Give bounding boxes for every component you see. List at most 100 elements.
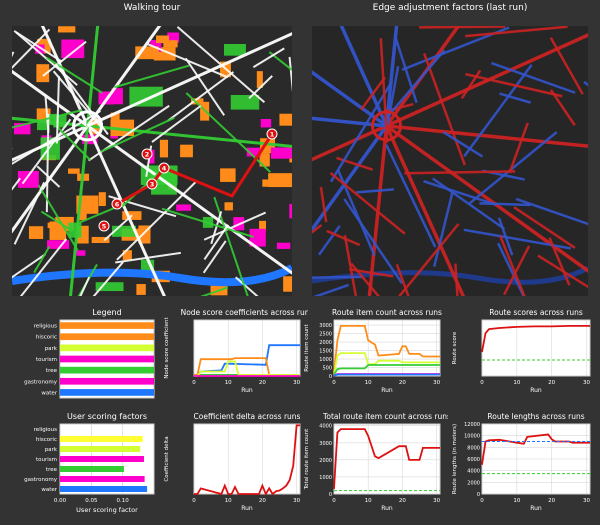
building-block: [259, 220, 267, 232]
x-tick-label: 20: [548, 380, 555, 386]
plot-area: [193, 423, 301, 495]
building-block: [58, 26, 76, 33]
x-tick-label: 20: [259, 498, 266, 504]
bar: [60, 476, 145, 482]
street: [45, 113, 50, 213]
x-axis-label: Run: [241, 387, 253, 394]
street: [394, 36, 418, 104]
x-tick-label: 20: [399, 498, 406, 504]
building-block: [17, 171, 39, 188]
x-tick-label: 0: [332, 498, 336, 504]
bar: [60, 456, 144, 462]
building-block: [276, 242, 291, 249]
category-label: gastronomy: [24, 379, 58, 385]
x-tick-label: 0.00: [54, 498, 67, 504]
building-block: [13, 123, 31, 135]
y-tick-label: 0: [477, 492, 480, 498]
tour-stop-label: 3: [150, 181, 155, 189]
park-area: [230, 94, 260, 110]
x-tick-label: 10: [365, 498, 372, 504]
street: [422, 52, 466, 166]
series-line: [333, 373, 440, 377]
tour-stop-label: 6: [115, 201, 120, 209]
building-block: [136, 284, 146, 295]
building-block: [110, 119, 135, 137]
street: [423, 179, 497, 206]
street: [537, 254, 600, 296]
category-label: tourism: [36, 357, 57, 363]
x-tick-label: 20: [548, 498, 555, 504]
street: [37, 184, 79, 251]
building-block: [35, 44, 45, 54]
street: [42, 40, 87, 77]
street: [161, 207, 254, 238]
x-tick-label: 0: [192, 380, 196, 386]
street: [13, 30, 63, 63]
street: [115, 251, 181, 264]
tour-stop-label: 1: [270, 131, 275, 139]
building-block: [256, 71, 263, 88]
y-axis-label: Route lengths (in meters): [452, 424, 458, 494]
y-tick-label: 3000: [319, 323, 332, 329]
park-area: [129, 86, 163, 107]
street: [0, 110, 101, 173]
building-block: [36, 64, 50, 83]
avenue: [385, 27, 600, 128]
walking-tour-title: Walking tour: [123, 3, 181, 13]
total-items-chart: Total route item count across runs 0 10 20 3…: [304, 412, 448, 512]
x-tick-label: 30: [293, 380, 300, 386]
building-block: [283, 276, 305, 292]
y-tick-label: 3000: [319, 441, 332, 447]
street: [151, 105, 202, 143]
building-block: [220, 168, 236, 182]
y-axis-label: Route item count: [304, 323, 310, 371]
y-axis-label: Node score coefficient: [164, 317, 170, 379]
street: [100, 116, 175, 153]
category-label: water: [41, 390, 57, 396]
street: [468, 131, 558, 205]
street: [252, 47, 285, 69]
building-block: [98, 192, 106, 207]
category-label: tourism: [36, 457, 57, 463]
x-axis-label: Run: [530, 505, 542, 512]
street: [326, 229, 361, 247]
x-tick-label: 10: [513, 380, 520, 386]
x-tick-label: 10: [225, 498, 232, 504]
building-block: [180, 144, 193, 158]
street: [329, 171, 406, 235]
street: [46, 56, 103, 94]
avenue: [385, 124, 600, 282]
map-background: [312, 26, 588, 296]
bar: [60, 446, 141, 452]
y-tick-label: 2000: [319, 458, 332, 464]
y-tick-label: 500: [322, 366, 332, 372]
street: [317, 225, 341, 256]
street: [13, 181, 46, 245]
x-tick-label: 10: [513, 498, 520, 504]
street: [210, 211, 223, 245]
x-tick-label: 20: [259, 380, 266, 386]
route-lengths-chart: Route lengths across runs 0 10 20 30 0 2000 400…: [452, 412, 591, 512]
avenue: [0, 115, 88, 128]
building-block: [260, 119, 272, 128]
street: [0, 109, 83, 132]
y-tick-label: 1500: [319, 349, 332, 355]
edge-factors-title: Edge adjustment factors (last run): [372, 3, 528, 13]
category-label: water: [41, 487, 57, 493]
street: [203, 224, 229, 261]
x-tick-label: 30: [583, 380, 590, 386]
category-label: religious: [34, 324, 57, 330]
park-area: [95, 282, 124, 292]
bar: [60, 389, 154, 396]
street: [114, 64, 190, 89]
avenue: [384, 0, 401, 127]
street: [508, 122, 529, 174]
x-tick-label: 0.10: [117, 498, 130, 504]
y-tick-label: 10000: [464, 434, 480, 440]
series-line: [333, 324, 440, 373]
street: [549, 37, 584, 95]
building-block: [268, 173, 292, 188]
street: [499, 92, 532, 104]
y-axis-label: Total route item count: [304, 428, 310, 490]
